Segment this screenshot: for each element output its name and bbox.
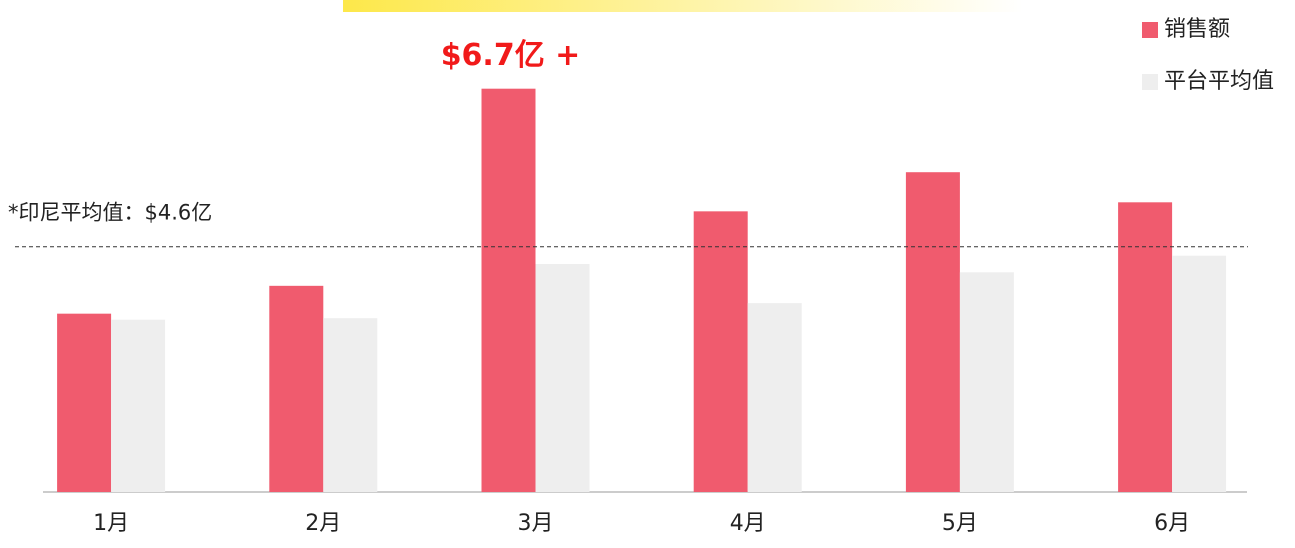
legend-label: 平台平均值 <box>1164 69 1274 94</box>
bar <box>1118 202 1173 492</box>
bar <box>905 172 960 492</box>
bar <box>481 88 536 492</box>
bar <box>693 211 748 493</box>
annotation: $6.7亿 + <box>441 38 581 73</box>
bar <box>535 264 590 492</box>
bar <box>323 318 378 492</box>
x-tick-label: 1月 <box>93 511 129 536</box>
bar <box>57 313 112 492</box>
legend-label: 销售额 <box>1164 17 1230 42</box>
legend-swatch <box>1142 22 1158 38</box>
legend-swatch <box>1142 74 1158 90</box>
x-tick-label: 5月 <box>942 511 978 536</box>
bar <box>747 303 802 492</box>
bar <box>269 285 324 492</box>
reference-label: *印尼平均值：$4.6亿 <box>8 201 212 225</box>
x-tick-label: 4月 <box>730 511 766 536</box>
bar <box>959 272 1014 492</box>
header-highlight <box>343 0 1023 12</box>
x-tick-label: 2月 <box>305 511 341 536</box>
x-tick-label: 3月 <box>518 511 554 536</box>
bar <box>1172 255 1227 492</box>
x-tick-label: 6月 <box>1154 511 1190 536</box>
bar <box>111 319 166 492</box>
